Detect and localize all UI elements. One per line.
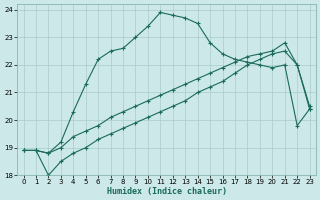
X-axis label: Humidex (Indice chaleur): Humidex (Indice chaleur) (107, 187, 227, 196)
